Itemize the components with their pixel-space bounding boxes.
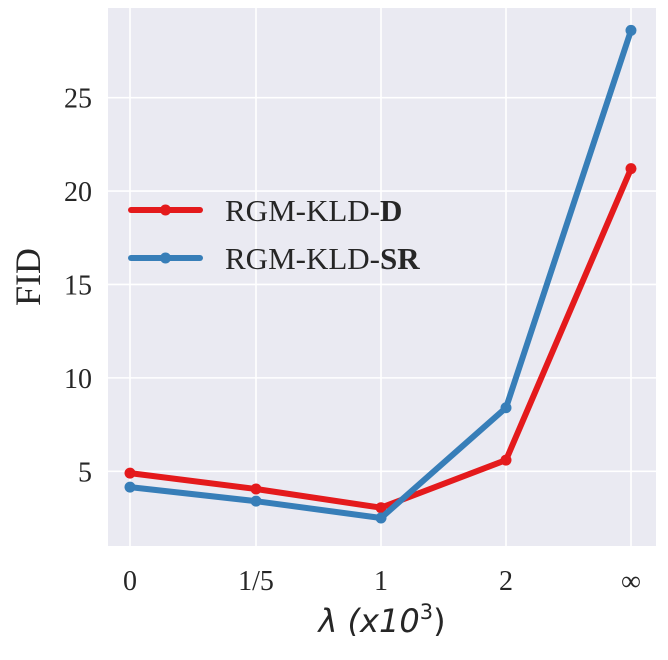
- legend-entry-series-1: RGM-KLD-D: [128, 193, 402, 228]
- y-axis-label: FID: [8, 248, 48, 306]
- x-axis-label-multiplier: (x10: [337, 602, 419, 640]
- y-tick-label: 5: [78, 457, 92, 488]
- legend-label-suffix: D: [380, 193, 402, 228]
- x-tick-label: 1: [374, 566, 388, 597]
- y-tick-label: 15: [64, 270, 92, 301]
- grid-lines: [108, 8, 656, 546]
- y-tick-label: 25: [64, 84, 92, 115]
- legend-label-prefix: RGM-KLD-: [225, 193, 380, 228]
- x-tick-label: 0: [123, 566, 137, 597]
- legend-marker-series-2: [160, 252, 171, 264]
- x-axis-label-lambda: λ: [316, 602, 337, 640]
- x-tick-label: 2: [499, 566, 513, 597]
- x-axis-label-exponent: 3: [420, 600, 433, 624]
- x-tick-label: 1/5: [238, 566, 274, 597]
- legend-marker-series-1: [160, 204, 171, 216]
- data-point: [375, 502, 387, 514]
- data-point: [375, 512, 387, 524]
- data-point: [625, 24, 637, 36]
- legend-entry-series-2: RGM-KLD-SR: [128, 241, 420, 276]
- x-axis-label-close: ): [433, 602, 445, 640]
- legend-label-prefix: RGM-KLD-: [225, 241, 380, 276]
- tick-labels: 5 10 15 20 25 0 1/5 1 2 ∞: [64, 84, 641, 597]
- series-layer: [124, 24, 637, 524]
- data-point: [500, 402, 512, 414]
- y-tick-label: 20: [64, 177, 92, 208]
- data-point: [250, 483, 262, 495]
- data-point: [124, 481, 136, 493]
- x-axis-label: λ (x103): [316, 600, 445, 640]
- plot-background: [108, 8, 656, 546]
- legend-label-suffix: SR: [380, 241, 420, 276]
- data-point: [124, 467, 136, 479]
- data-point: [500, 454, 512, 466]
- data-point: [250, 495, 262, 507]
- legend: RGM-KLD-D RGM-KLD-SR: [128, 193, 420, 276]
- x-tick-label: ∞: [621, 566, 641, 597]
- y-tick-label: 10: [64, 364, 92, 395]
- data-point: [625, 163, 637, 175]
- legend-label-series-2: RGM-KLD-SR: [225, 241, 420, 276]
- legend-label-series-1: RGM-KLD-D: [225, 193, 402, 228]
